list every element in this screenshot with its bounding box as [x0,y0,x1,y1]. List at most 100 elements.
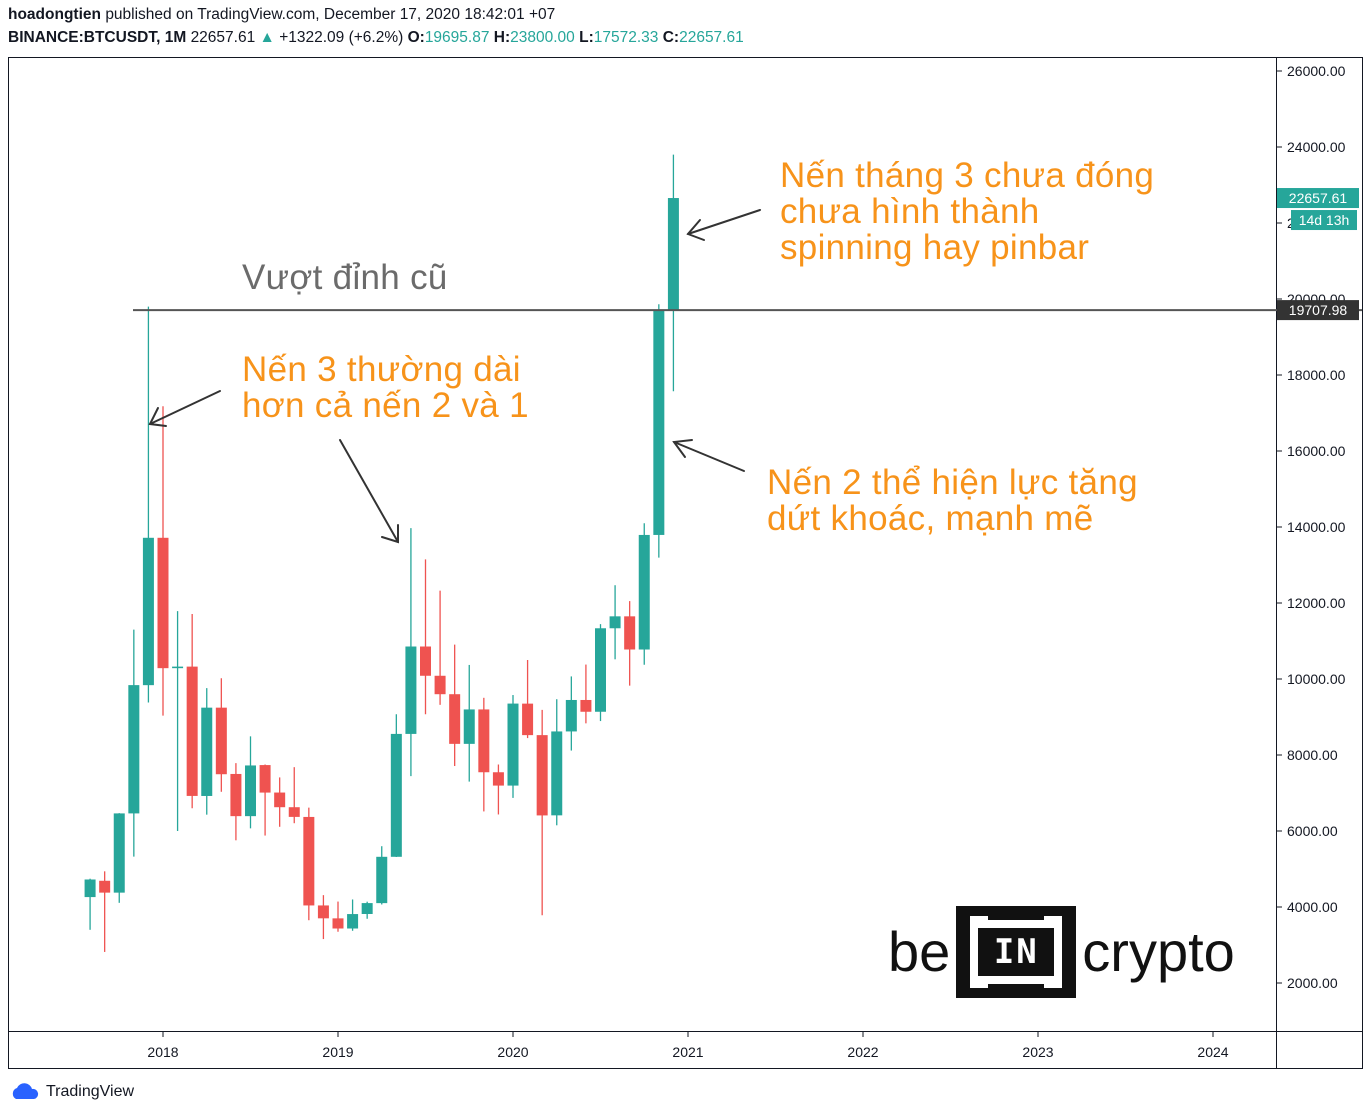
candle-body [172,666,184,669]
candle[interactable] [449,644,461,767]
candle[interactable] [390,714,402,857]
candle[interactable] [332,901,344,932]
candle-body [580,699,592,712]
candle-body [478,709,490,773]
annotation-line: Nến 2 thể hiện lực tăng [767,463,1138,502]
candle-body [522,703,534,736]
candle-body [376,856,388,904]
bracket-icon [956,906,1077,998]
candle[interactable] [405,528,417,777]
time-tick-label: 2023 [1022,1044,1053,1060]
candle-body [463,709,475,744]
candle-body [492,772,504,786]
candle[interactable] [580,664,592,724]
candle-body [347,914,359,929]
candle[interactable] [522,660,534,739]
candle-body [84,879,96,898]
candle[interactable] [245,736,256,829]
candle-body [551,731,563,816]
current-price-text: 22657.61 [1289,190,1348,206]
candle[interactable] [595,624,606,722]
candle[interactable] [84,878,96,930]
candle[interactable] [492,764,504,815]
candle-body [405,646,417,734]
candle[interactable] [128,629,140,857]
candle[interactable] [99,871,111,952]
candle[interactable] [551,699,563,826]
price-tick-label: 26000.00 [1287,63,1346,79]
candle-body [332,918,344,929]
candle-body [609,616,621,629]
publish-info: hoadongtien published on TradingView.com… [8,6,555,24]
price-tick-label: 2000.00 [1287,975,1338,991]
logo-crypto: crypto [1082,920,1235,983]
logo-bracket-box: IN [956,906,1077,998]
time-axis[interactable]: 2018 2019 2020 2021 2022 2023 2024 [147,1031,1229,1060]
high-label: H: [493,29,511,46]
candle[interactable] [347,899,359,931]
candle[interactable] [142,306,154,703]
old-high-annotation: Vượt đỉnh cũ [242,258,448,297]
candle-body [565,699,577,732]
annotation-line: Nến 3 thường dài [242,350,521,389]
candle-body [667,198,679,311]
price-tick-label: 6000.00 [1287,823,1338,839]
candle[interactable] [638,523,650,665]
price-tick-label: 8000.00 [1287,747,1338,763]
candle[interactable] [113,813,125,903]
price-tick-label: 10000.00 [1287,671,1346,687]
candle[interactable] [463,664,475,782]
candle[interactable] [259,764,271,836]
price-tick-label: 4000.00 [1287,899,1338,915]
candle[interactable] [157,406,169,716]
hline-price-tag [1277,300,1359,321]
price-tick-label: 12000.00 [1287,595,1346,611]
candle-body [303,816,315,906]
countdown-tag [1291,210,1357,231]
candle[interactable] [478,697,490,812]
open-value: 19695.87 [424,29,490,46]
second-candle-annotation: Nến 2 thể hiện lực tăng dứt khoác, mạnh … [767,465,1138,537]
candle[interactable] [215,678,227,792]
candle[interactable] [507,695,519,798]
author-name[interactable]: hoadongtien [8,6,101,23]
annotation-arrows [148,209,761,544]
candle[interactable] [186,614,198,809]
time-tick-label: 2021 [672,1044,703,1060]
candle[interactable] [288,767,300,824]
candle[interactable] [667,154,679,392]
candle[interactable] [172,611,184,831]
beincrypto-logo: be IN crypto [888,904,1235,1000]
footer-brand[interactable]: TradingView [10,1083,134,1101]
candle[interactable] [565,676,577,751]
candle-body [215,707,227,775]
hline-price-text: 19707.98 [1289,302,1348,318]
time-tick-label: 2020 [497,1044,528,1060]
candle[interactable] [420,559,431,715]
candle[interactable] [230,763,242,841]
symbol-label[interactable]: BINANCE:BTCUSDT, 1M [8,29,187,46]
candle[interactable] [274,777,286,827]
candle[interactable] [609,585,621,660]
candle[interactable] [201,688,213,815]
candle-body [274,792,286,808]
candle[interactable] [653,304,665,558]
price-tick-label: 14000.00 [1287,519,1346,535]
candle[interactable] [303,807,315,921]
close-value: 22657.61 [679,29,744,46]
time-tick-label: 2024 [1197,1044,1228,1060]
logo-in: IN [993,932,1039,972]
candle[interactable] [434,590,446,705]
candle[interactable] [361,901,373,919]
candle[interactable] [317,895,329,940]
candle-body [201,707,213,796]
candle[interactable] [376,846,388,905]
candle-body [99,880,111,893]
price-axis[interactable]: 2000.00 4000.00 6000.00 8000.00 10000.00 1200… [1276,63,1346,991]
candle[interactable] [536,709,548,916]
open-label: O: [407,29,425,46]
candle-body [507,703,519,786]
candle-body [142,537,154,686]
candle[interactable] [624,601,636,686]
